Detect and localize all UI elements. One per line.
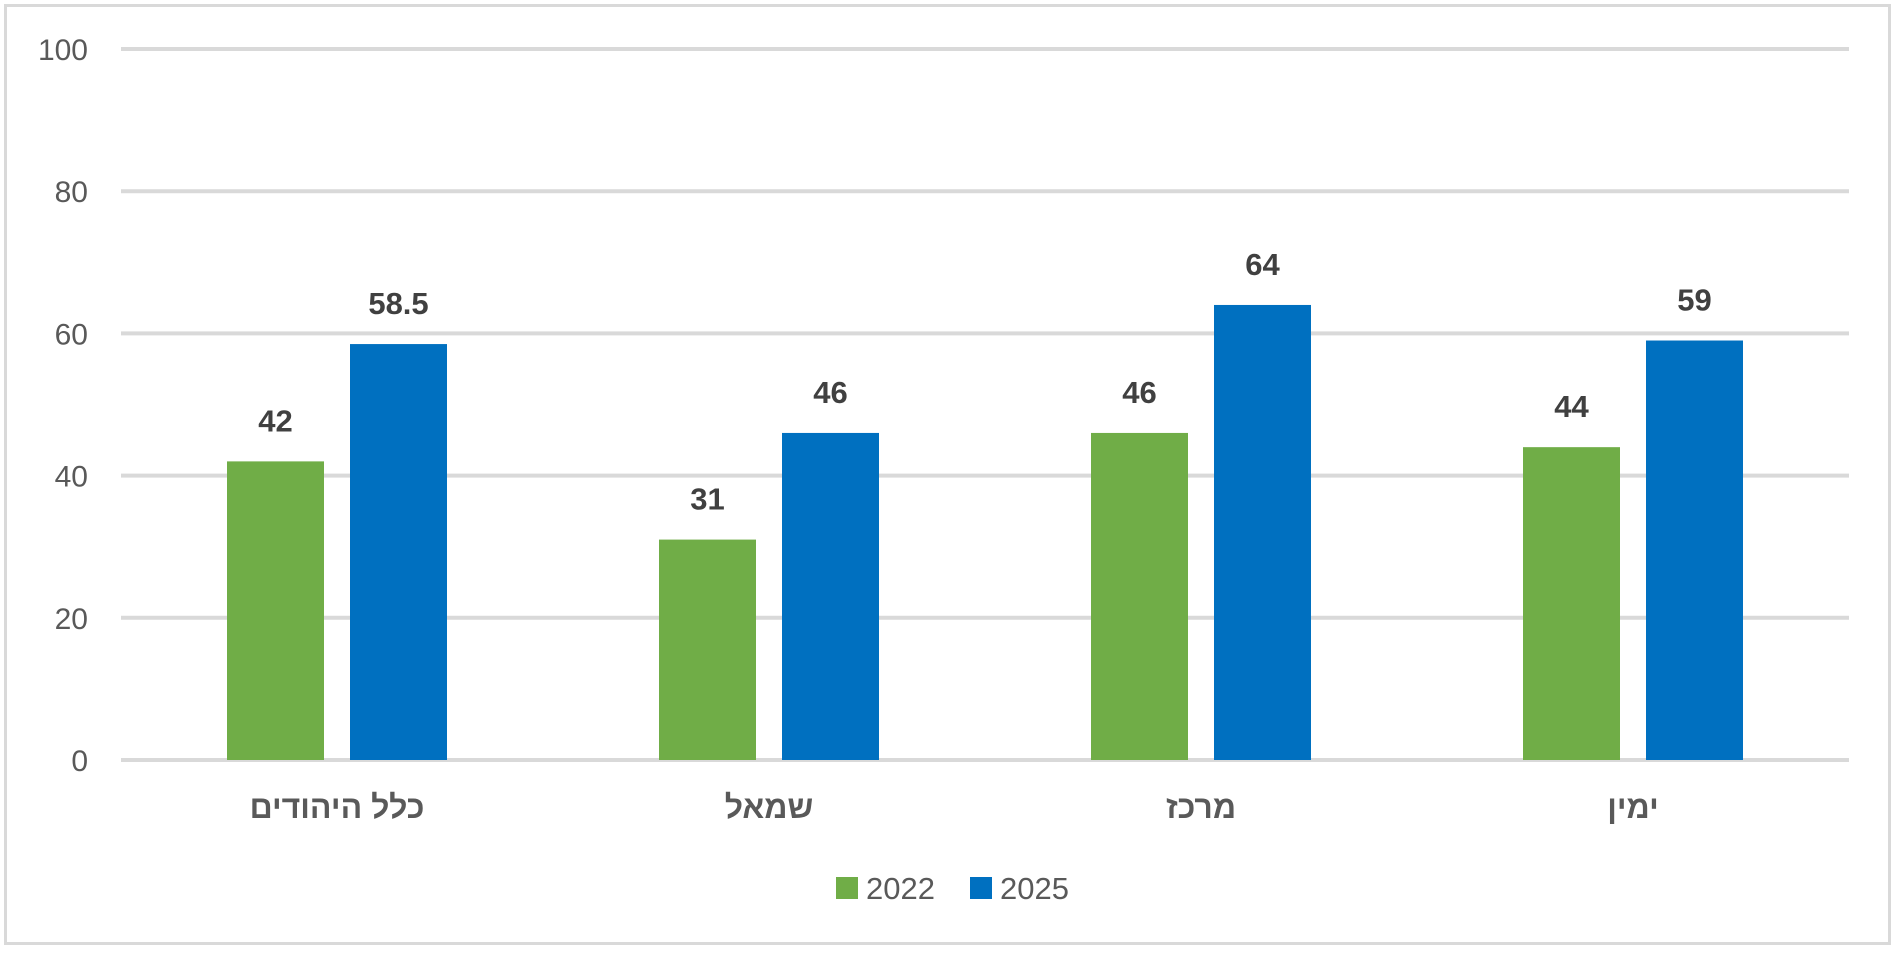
- legend-label-2022: 2022: [866, 871, 935, 906]
- category-label: שמאל: [725, 789, 813, 825]
- y-tick-label: 40: [55, 461, 88, 494]
- legend-swatch-2025: [970, 877, 992, 899]
- data-label-2025-4: 59: [1677, 283, 1711, 318]
- legend-swatch-2022: [836, 877, 858, 899]
- data-label-2025-3: 64: [1245, 247, 1280, 282]
- category-label: מרכז: [1166, 789, 1236, 825]
- legend: 2022 2025: [836, 871, 1069, 906]
- x-axis-categories: כלל היהודים שמאל מרכז ימין: [250, 789, 1659, 825]
- bar-2022-3: [1091, 432, 1188, 760]
- y-tick-label: 80: [55, 176, 88, 209]
- y-tick-label: 0: [71, 745, 88, 778]
- y-tick-label: 100: [38, 34, 88, 67]
- bar-2022-2: [659, 539, 756, 760]
- bar-2022-4: [1523, 447, 1620, 760]
- bar-2025-4: [1646, 340, 1743, 760]
- legend-label-2025: 2025: [1000, 871, 1069, 906]
- category-label: ימין: [1607, 789, 1659, 825]
- y-axis-ticks: 0 20 40 60 80 100: [38, 34, 88, 778]
- bars: [227, 304, 1743, 760]
- bar-2025-3: [1214, 304, 1311, 760]
- bar-2025-2: [782, 432, 879, 760]
- data-label-2025-2: 46: [813, 375, 847, 410]
- data-label-2022-2: 31: [690, 482, 724, 517]
- data-label-2025-1: 58.5: [368, 286, 428, 321]
- bar-2025-1: [350, 344, 447, 760]
- y-tick-label: 20: [55, 603, 88, 636]
- data-labels: 42 58.5 31 46 46 64 44 59: [258, 247, 1711, 517]
- data-label-2022-4: 44: [1554, 389, 1589, 424]
- data-label-2022-1: 42: [258, 403, 292, 438]
- bar-2022-1: [227, 461, 324, 760]
- data-label-2022-3: 46: [1122, 375, 1156, 410]
- y-tick-label: 60: [55, 318, 88, 351]
- category-label: כלל היהודים: [250, 789, 425, 825]
